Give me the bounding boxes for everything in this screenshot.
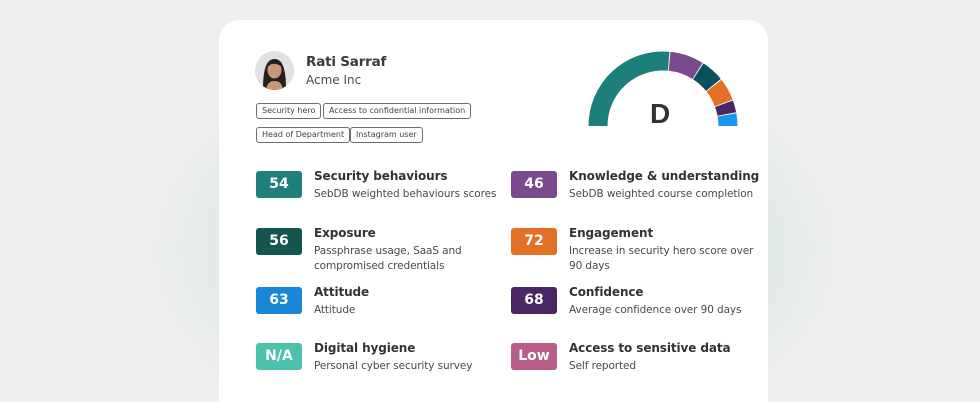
score-badge: 68 <box>511 287 557 314</box>
gauge-segment-knowledge <box>668 51 703 80</box>
metric-title: Attitude <box>314 285 370 299</box>
metric-attitude: 63 Attitude Attitude <box>256 285 506 331</box>
metric-description: Attitude <box>314 304 356 316</box>
gauge-segment-exposure <box>692 63 721 92</box>
score-badge: 46 <box>511 171 557 198</box>
metric-title: Digital hygiene <box>314 341 416 355</box>
metric-confidence: 68 Confidence Average confidence over 90… <box>511 285 761 331</box>
user-name: Rati Sarraf <box>306 54 387 70</box>
metric-exposure: 56 Exposure Passphrase usage, SaaS and c… <box>256 226 506 272</box>
metric-knowledge-understanding: 46 Knowledge & understanding SebDB weigh… <box>511 169 761 215</box>
gauge-segment-engagement <box>706 79 733 107</box>
score-badge: N/A <box>256 343 302 370</box>
tag-head-of-department: Head of Department <box>256 127 351 143</box>
metric-description: Increase in security hero score over 90 … <box>569 245 754 272</box>
gauge-segment-confidence <box>715 100 737 116</box>
risk-grade: D <box>650 98 671 129</box>
score-badge: 54 <box>256 171 302 198</box>
metric-digital-hygiene: N/A Digital hygiene Personal cyber secur… <box>256 341 506 387</box>
score-badge: 56 <box>256 228 302 255</box>
metric-description: Personal cyber security survey <box>314 360 473 372</box>
metric-security-behaviours: 54 Security behaviours SebDB weighted be… <box>256 169 506 215</box>
risk-gauge <box>588 51 738 127</box>
metric-sensitive-data-access: Low Access to sensitive data Self report… <box>511 341 761 387</box>
gauge-segment-security <box>588 51 670 127</box>
metric-title: Engagement <box>569 226 654 240</box>
tag-instagram-user: Instagram user <box>350 127 423 143</box>
metric-description: SebDB weighted behaviours scores <box>314 188 497 200</box>
metric-title: Access to sensitive data <box>569 341 731 355</box>
metric-title: Security behaviours <box>314 169 448 183</box>
metric-description: Average confidence over 90 days <box>569 304 742 316</box>
score-badge: Low <box>511 343 557 370</box>
gauge-segment-attitude <box>717 113 738 127</box>
avatar <box>255 51 294 90</box>
metric-engagement: 72 Engagement Increase in security hero … <box>511 226 761 272</box>
metric-title: Confidence <box>569 285 644 299</box>
metric-title: Exposure <box>314 226 376 240</box>
metric-description: SebDB weighted course completion <box>569 188 754 200</box>
score-badge: 63 <box>256 287 302 314</box>
metric-description: Passphrase usage, SaaS and compromised c… <box>314 245 462 272</box>
metric-description: Self reported <box>569 360 636 372</box>
user-company: Acme Inc <box>306 73 362 87</box>
profile-card: Rati Sarraf Acme Inc Security hero Acces… <box>219 20 768 402</box>
tag-security-hero: Security hero <box>256 103 322 119</box>
score-badge: 72 <box>511 228 557 255</box>
user-photo-icon <box>255 51 294 90</box>
metric-title: Knowledge & understanding <box>569 169 760 183</box>
tag-confidential-access: Access to confidential information <box>323 103 472 119</box>
